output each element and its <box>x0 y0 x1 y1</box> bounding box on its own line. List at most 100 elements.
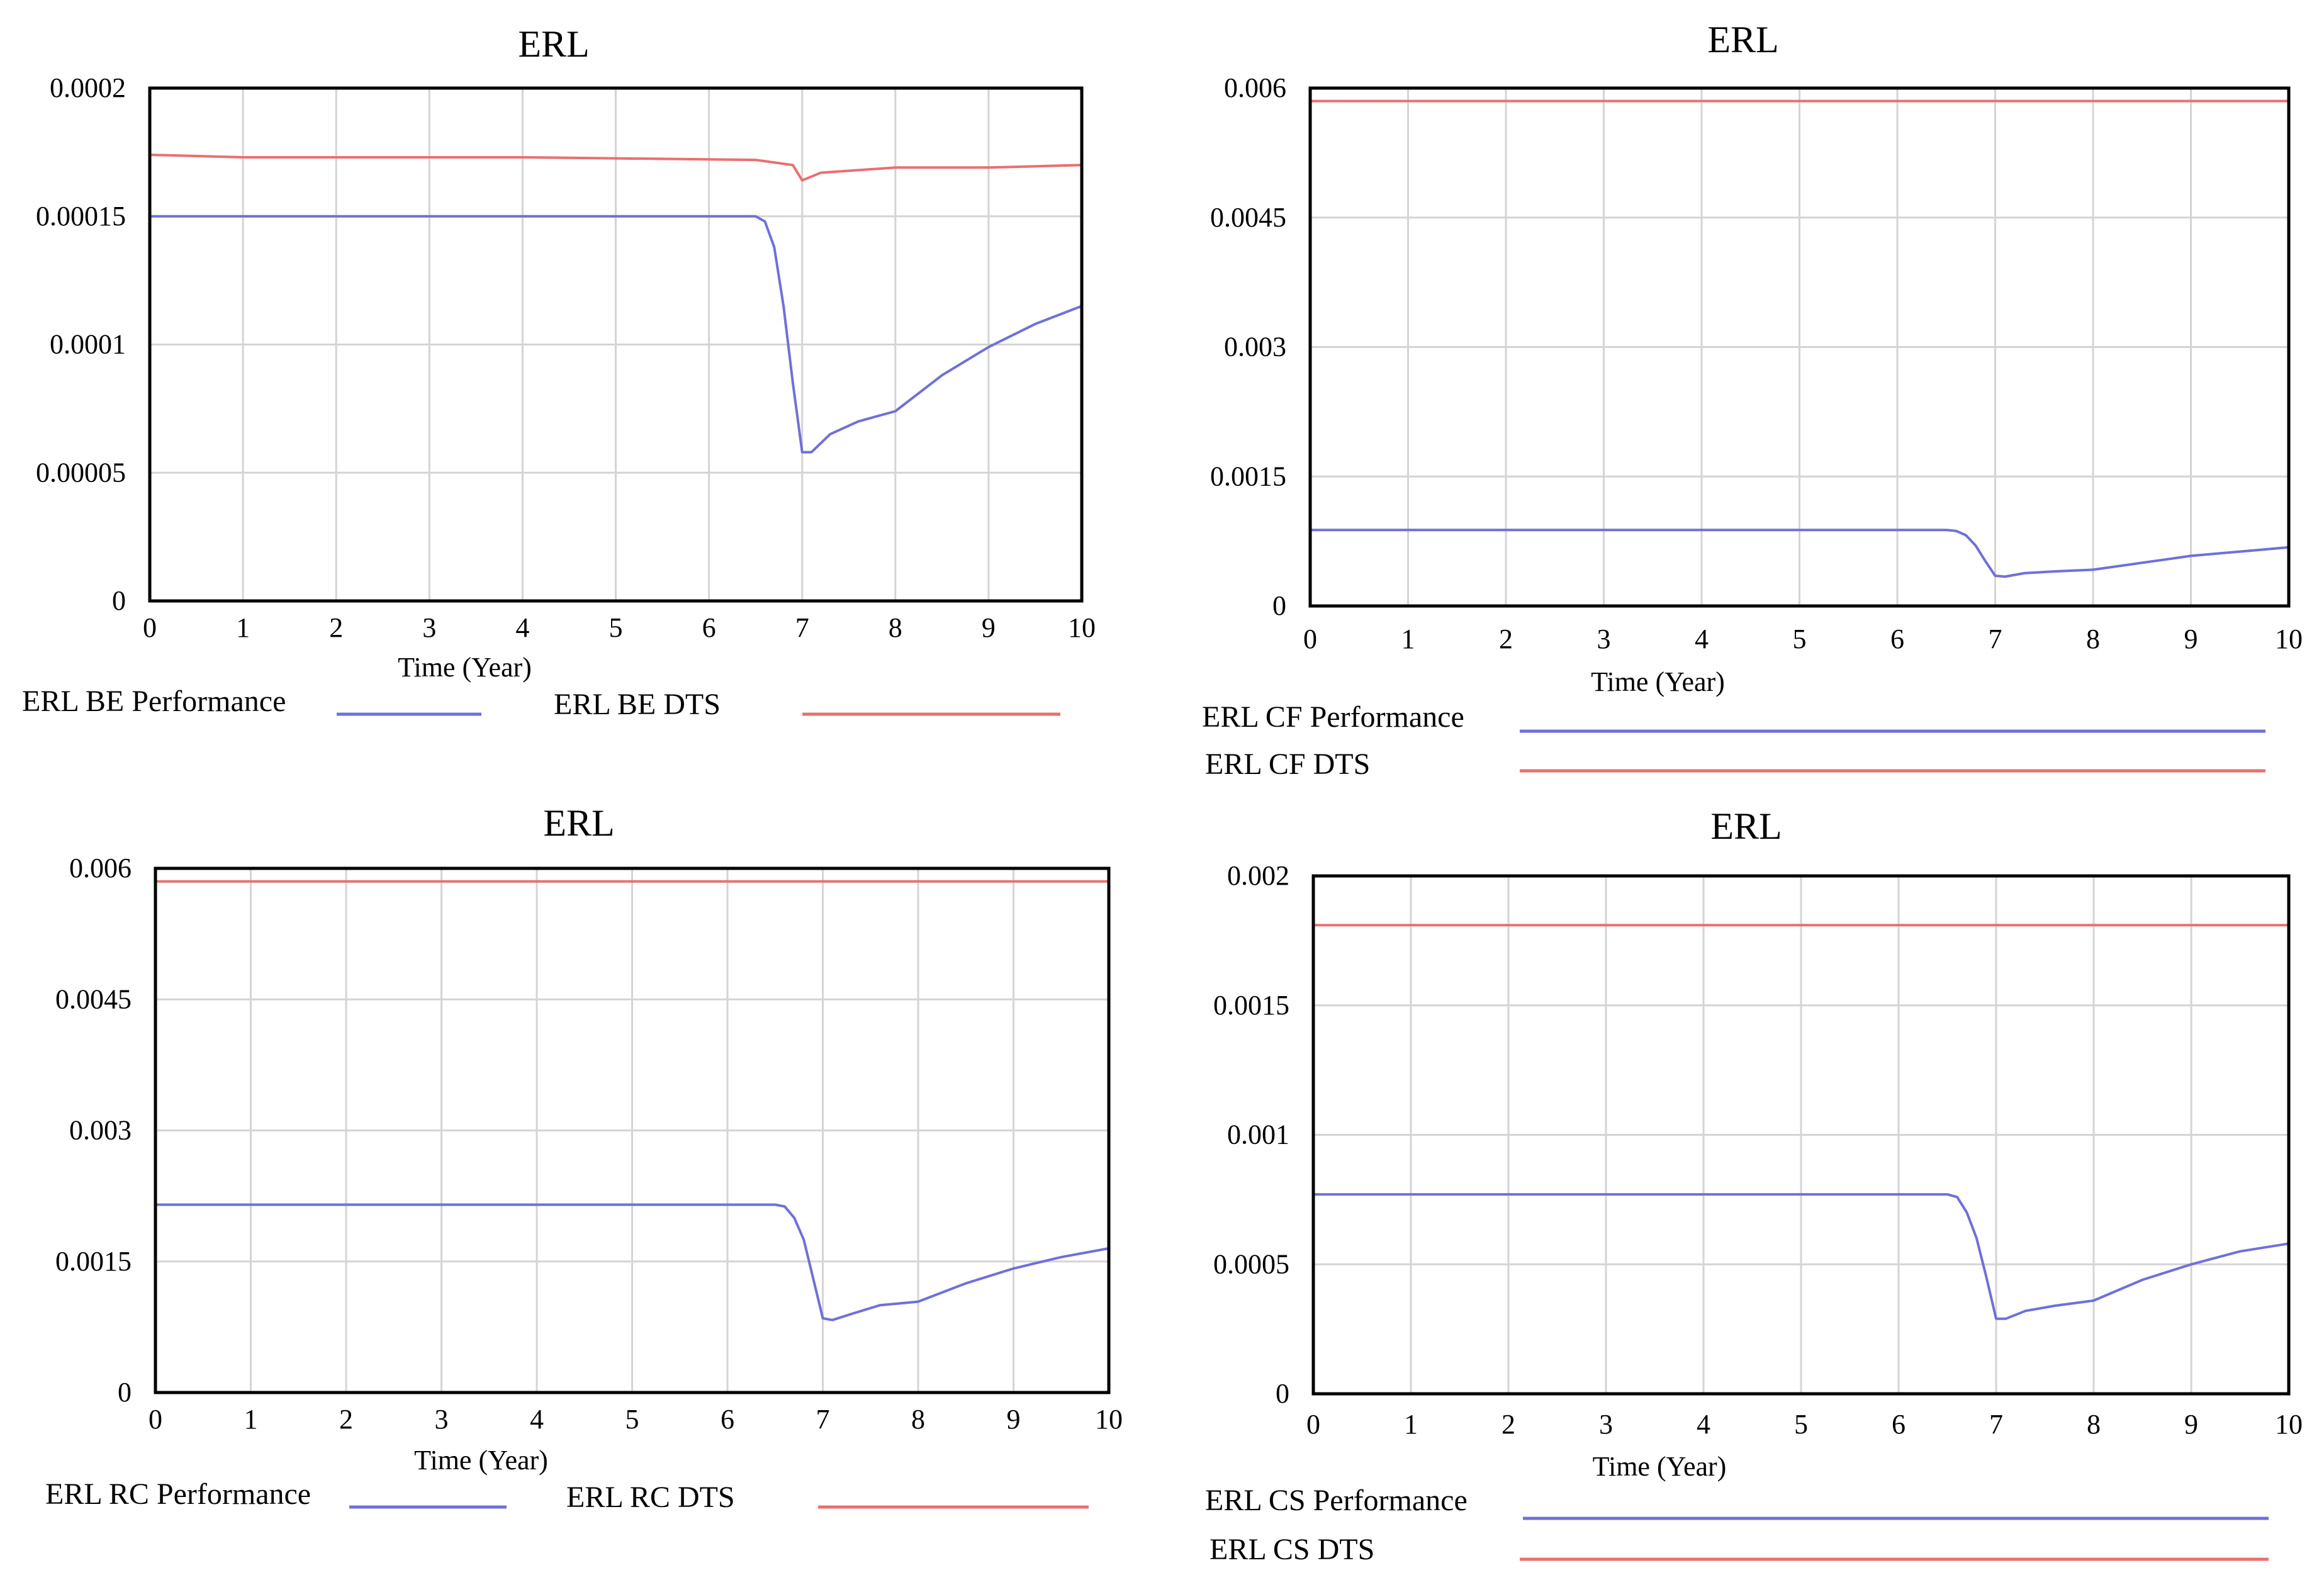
x-tick-label: 8 <box>2086 624 2100 654</box>
legend-entry: ERL BE DTS <box>554 688 1060 721</box>
legend-label: ERL CF Performance <box>1202 700 1464 734</box>
x-tick-label: 2 <box>329 612 343 643</box>
x-tick-label: 2 <box>1499 624 1513 654</box>
y-tick-label: 0.0005 <box>1213 1248 1289 1279</box>
y-tick-label: 0 <box>1272 590 1286 621</box>
series-line-performance <box>149 215 1083 454</box>
y-tick-label: 0.00015 <box>36 201 126 232</box>
x-tick-label: 7 <box>1989 1409 2003 1440</box>
chart-panel-4: ERL 0 1 2 3 4 5 6 7 8 9 10 0 0.0005 0.001 0.0015 0.002 Ti… <box>1205 805 2303 1566</box>
series-line-performance <box>154 1203 1110 1321</box>
x-tick-label: 4 <box>530 1404 544 1435</box>
x-tick-label: 10 <box>1068 612 1096 643</box>
x-tick-label: 6 <box>1892 1409 1906 1440</box>
plot-frame <box>1311 874 2291 1396</box>
legend-label: ERL CF DTS <box>1205 748 1370 781</box>
x-axis-label: Time (Year) <box>398 652 532 683</box>
x-tick-label: 7 <box>795 612 809 643</box>
y-tick-label: 0.002 <box>1227 860 1289 891</box>
legend-label: ERL BE DTS <box>554 688 721 721</box>
x-axis-label: Time (Year) <box>1593 1451 1727 1482</box>
x-tick-label: 0 <box>149 1404 162 1435</box>
y-tick-label: 0.0002 <box>50 72 126 103</box>
legend-entry: ERL CF DTS <box>1205 748 2265 781</box>
x-tick-label: 1 <box>244 1404 258 1435</box>
legend-entry: ERL RC DTS <box>566 1481 1089 1514</box>
x-tick-label: 5 <box>626 1404 639 1435</box>
y-tick-label: 0.006 <box>69 853 132 883</box>
x-tick-label: 0 <box>1306 1409 1320 1440</box>
y-tick-label: 0.0001 <box>50 329 126 360</box>
x-tick-label: 9 <box>1007 1404 1021 1435</box>
x-tick-label: 9 <box>2184 1409 2198 1440</box>
y-tick-label: 0.001 <box>1227 1119 1289 1150</box>
chart-panel-2: ERL 0 1 2 3 4 5 6 7 8 9 10 0 0.0015 0.003 0.0045 0.006 Ti… <box>1202 19 2303 781</box>
x-tick-label: 3 <box>1599 1409 1613 1440</box>
x-tick-label: 4 <box>515 612 529 643</box>
y-tick-label: 0.003 <box>69 1115 132 1146</box>
x-tick-label: 10 <box>2275 624 2303 654</box>
legend-label: ERL BE Performance <box>22 685 286 718</box>
legend-entry: ERL BE Performance <box>22 685 481 718</box>
x-tick-label: 6 <box>1890 624 1904 654</box>
y-tick-label: 0.0045 <box>1210 202 1286 233</box>
x-tick-label: 3 <box>422 612 436 643</box>
chart-title: ERL <box>1710 805 1782 847</box>
y-tick-label: 0.00005 <box>36 457 126 488</box>
y-tick-label: 0.0015 <box>1213 990 1289 1021</box>
x-tick-label: 0 <box>1303 624 1317 654</box>
x-tick-label: 9 <box>2184 624 2198 654</box>
plot-frame <box>1308 86 2291 608</box>
legend-entry: ERL CF Performance <box>1202 700 2265 734</box>
x-tick-label: 1 <box>236 612 250 643</box>
chart-panel-1: ERL 0 1 2 3 4 5 6 7 8 9 10 0 0.00005 0.0001 0.00015 0.00… <box>22 23 1096 721</box>
x-tick-label: 6 <box>721 1404 734 1435</box>
chart-title: ERL <box>518 23 589 65</box>
plot-frame <box>154 866 1111 1394</box>
x-tick-label: 8 <box>889 612 902 643</box>
x-tick-label: 4 <box>1697 1409 1710 1440</box>
y-tick-label: 0.0015 <box>1210 461 1286 491</box>
x-tick-label: 0 <box>143 612 157 643</box>
x-tick-label: 9 <box>982 612 996 643</box>
x-tick-label: 1 <box>1404 1409 1418 1440</box>
y-tick-label: 0.006 <box>1224 72 1286 103</box>
legend-entry: ERL CS Performance <box>1205 1484 2269 1520</box>
legend-label: ERL CS Performance <box>1205 1484 1468 1517</box>
series-line-performance <box>1312 1193 2290 1320</box>
plot-frame <box>148 86 1084 603</box>
y-tick-label: 0.003 <box>1224 332 1286 362</box>
series-line-dts <box>149 154 1083 182</box>
x-tick-label: 7 <box>1989 624 2002 654</box>
x-tick-label: 10 <box>2275 1409 2303 1440</box>
x-tick-label: 5 <box>1794 1409 1808 1440</box>
legend-entry: ERL RC Performance <box>45 1477 507 1511</box>
chart-panel-3: ERL 0 1 2 3 4 5 6 7 8 9 10 0 0.0015 0.003 0.0045 0.006 Ti… <box>45 802 1123 1514</box>
chart-title: ERL <box>543 802 614 844</box>
legend-label: ERL RC Performance <box>45 1477 311 1511</box>
legend-entry: ERL CS DTS <box>1210 1533 2269 1566</box>
x-tick-label: 2 <box>1502 1409 1515 1440</box>
x-axis-label: Time (Year) <box>414 1445 548 1476</box>
y-tick-label: 0 <box>112 585 126 616</box>
x-tick-label: 2 <box>339 1404 353 1435</box>
x-tick-label: 7 <box>816 1404 830 1435</box>
x-tick-label: 1 <box>1401 624 1415 654</box>
x-tick-label: 5 <box>609 612 623 643</box>
x-tick-label: 3 <box>435 1404 449 1435</box>
y-tick-label: 0.0015 <box>55 1246 132 1277</box>
legend-label: ERL RC DTS <box>566 1481 735 1514</box>
y-tick-label: 0.0045 <box>55 984 132 1014</box>
x-tick-label: 8 <box>2087 1409 2101 1440</box>
x-axis-label: Time (Year) <box>1591 666 1725 697</box>
x-tick-label: 8 <box>911 1404 925 1435</box>
legend-label: ERL CS DTS <box>1210 1533 1374 1566</box>
x-tick-label: 5 <box>1793 624 1807 654</box>
x-tick-label: 3 <box>1597 624 1611 654</box>
x-tick-label: 10 <box>1095 1404 1123 1435</box>
y-tick-label: 0 <box>118 1377 132 1408</box>
chart-title: ERL <box>1707 19 1778 60</box>
x-tick-label: 6 <box>702 612 716 643</box>
x-tick-label: 4 <box>1695 624 1709 654</box>
